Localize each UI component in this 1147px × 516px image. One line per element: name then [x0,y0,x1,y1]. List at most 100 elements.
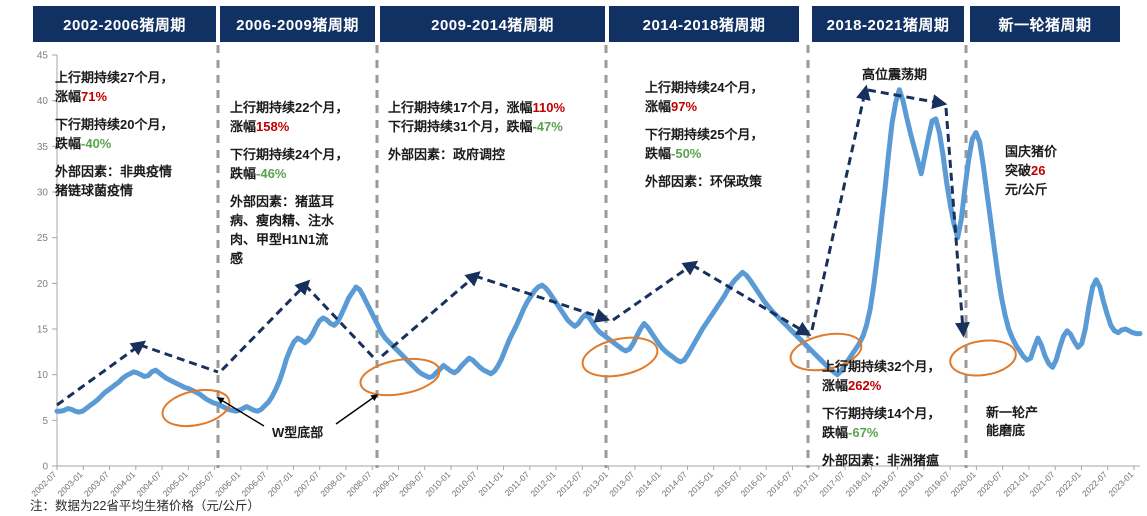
annotation-line: 病、瘦肉精、注水 [230,211,380,230]
annotation-text: 下行期持续31个月，跌幅 [388,119,533,134]
x-tick-label: 2012-01 [528,469,557,498]
annotation-line [55,106,215,115]
w-leader-left [216,397,265,427]
annotation-line: 跌幅-46% [230,164,380,183]
bottom-ellipse-3 [581,336,659,378]
pct-down-value: -46% [256,166,287,181]
x-tick-label: 2019-07 [922,469,951,498]
x-tick-label: 2013-07 [607,469,636,498]
annotation-text: 涨幅 [645,99,672,114]
annotation-text: 上行期持续27个月， [55,70,174,85]
annotation-text: 猪链球菌疫情 [55,183,134,198]
x-tick-label: 2007-07 [292,469,321,498]
x-tick-label: 2012-07 [555,469,584,498]
x-tick-label: 2022-07 [1080,469,1109,498]
annotation-text: 上行期持续17个月，涨幅 [388,100,533,115]
y-tick-label: 40 [37,96,49,107]
x-tick-label: 2007-01 [266,469,295,498]
cycle-banner-1: 2002-2006猪周期 [33,6,216,42]
pct-down-value: -50% [671,146,702,161]
annotation-text: 感 [230,251,244,266]
bottom-ellipse-2 [359,357,441,397]
leader-lines [216,394,379,427]
x-tick-label: 2022-01 [1054,469,1083,498]
price-line-series [54,87,1143,415]
annotation-line: 涨幅262% [822,376,972,395]
x-tick-label: 2014-07 [660,469,689,498]
x-tick-label: 2013-01 [581,469,610,498]
x-tick-label: 2020-01 [949,469,978,498]
pct-up-value: 110% [532,100,566,115]
pct-up-value: 262% [848,378,882,393]
annotation-line [822,442,972,451]
cycle-banner-5: 2018-2021猪周期 [812,6,964,42]
trend-down-2 [303,283,376,360]
annotation-line [645,163,805,172]
annotation-line: 国庆猪价 [1005,142,1115,161]
annotation-line [645,116,805,125]
annotation-line: 跌幅-67% [822,423,972,442]
w-leader-right [335,394,379,425]
annotation-line: 上行期持续24个月， [645,78,805,97]
y-tick-label: 15 [37,325,49,336]
x-tick-label: 2008-01 [318,469,347,498]
annotation-text: 跌幅 [55,136,82,151]
x-tick-label: 2021-07 [1027,469,1056,498]
annotation-line [230,136,380,145]
trend-up-2 [220,279,311,372]
annotation-text: 涨幅 [230,119,257,134]
y-tick-label: 25 [37,233,49,244]
x-tick-label: 2014-01 [633,469,662,498]
x-tick-label: 2023-01 [1106,469,1135,498]
cycle-banner-3: 2009-2014猪周期 [380,6,605,42]
bottom-ellipse-4 [789,332,863,372]
trend-down-4 [691,263,812,336]
annotation-line: 跌幅-40% [55,134,215,153]
annotation-text: 下行期持续24个月， [230,147,349,162]
annotation-text: 外部因素：环保政策 [645,174,763,189]
x-tick-label: 2010-01 [423,469,452,498]
annotation-line: 感 [230,249,380,268]
annotation-text: 外部因素：政府调控 [388,147,506,162]
annotation-line: 上行期持续22个月， [230,98,380,117]
bottom-ellipse-5 [949,339,1017,377]
x-tick-label: 2018-01 [844,469,873,498]
x-tick-label: 2020-07 [975,469,1004,498]
pct-down-value: -67% [848,425,879,440]
bottom-ellipses [161,332,1017,428]
annotation-line: 下行期持续24个月， [230,145,380,164]
y-tick-label: 45 [37,51,49,62]
annotation-line: 猪链球菌疫情 [55,181,215,200]
cycle-2002-2006-note: 上行期持续27个月， 涨幅71% 下行期持续20个月， 跌幅-40% 外部因素：非典疫情… [55,68,215,200]
cycle-banner-2: 2006-2009猪周期 [220,6,375,42]
annotation-line [822,395,972,404]
cycle-banner-6: 新一轮猪周期 [970,6,1120,42]
chart-footnote: 注：数据为22省平均生猪价格（元/公斤） [30,499,260,513]
annotation-text: 病、瘦肉精、注水 [230,213,335,228]
annotation-text: 外部因素：猪蓝耳 [230,194,335,209]
annotation-line: 涨幅158% [230,117,380,136]
annotation-text: 下行期持续20个月， [55,117,174,132]
annotation-line: 外部因素：政府调控 [388,145,628,164]
y-tick-label: 30 [37,188,49,199]
pct-up-value: 26 [1031,163,1046,178]
cycle-2014-2018-note: 上行期持续24个月， 涨幅97% 下行期持续25个月， 跌幅-50% 外部因素：环保政策 [645,78,805,191]
y-tick-label: 0 [42,462,48,473]
trend-up-3 [381,271,481,358]
x-tick-label: 2018-07 [870,469,899,498]
trend-down-5 [944,107,970,338]
annotation-line: 下行期持续14个月， [822,404,972,423]
annotation-line: 元/公斤 [1005,180,1115,199]
annotation-line: 上行期持续27个月， [55,68,215,87]
annotation-line: 上行期持续17个月，涨幅110% [388,98,628,117]
annotation-line: 上行期持续32个月， [822,357,972,376]
x-tick-label: 2021-01 [1001,469,1030,498]
x-tick-label: 2017-01 [791,469,820,498]
annotation-text: 外部因素：非洲猪瘟 [822,453,940,468]
annotation-text: 国庆猪价 [1005,144,1058,159]
annotation-line: 涨幅71% [55,87,215,106]
annotation-line: 下行期持续20个月， [55,115,215,134]
annotation-text: 上行期持续32个月， [822,359,941,374]
high-oscillation-label: 高位震荡期 [862,67,928,82]
